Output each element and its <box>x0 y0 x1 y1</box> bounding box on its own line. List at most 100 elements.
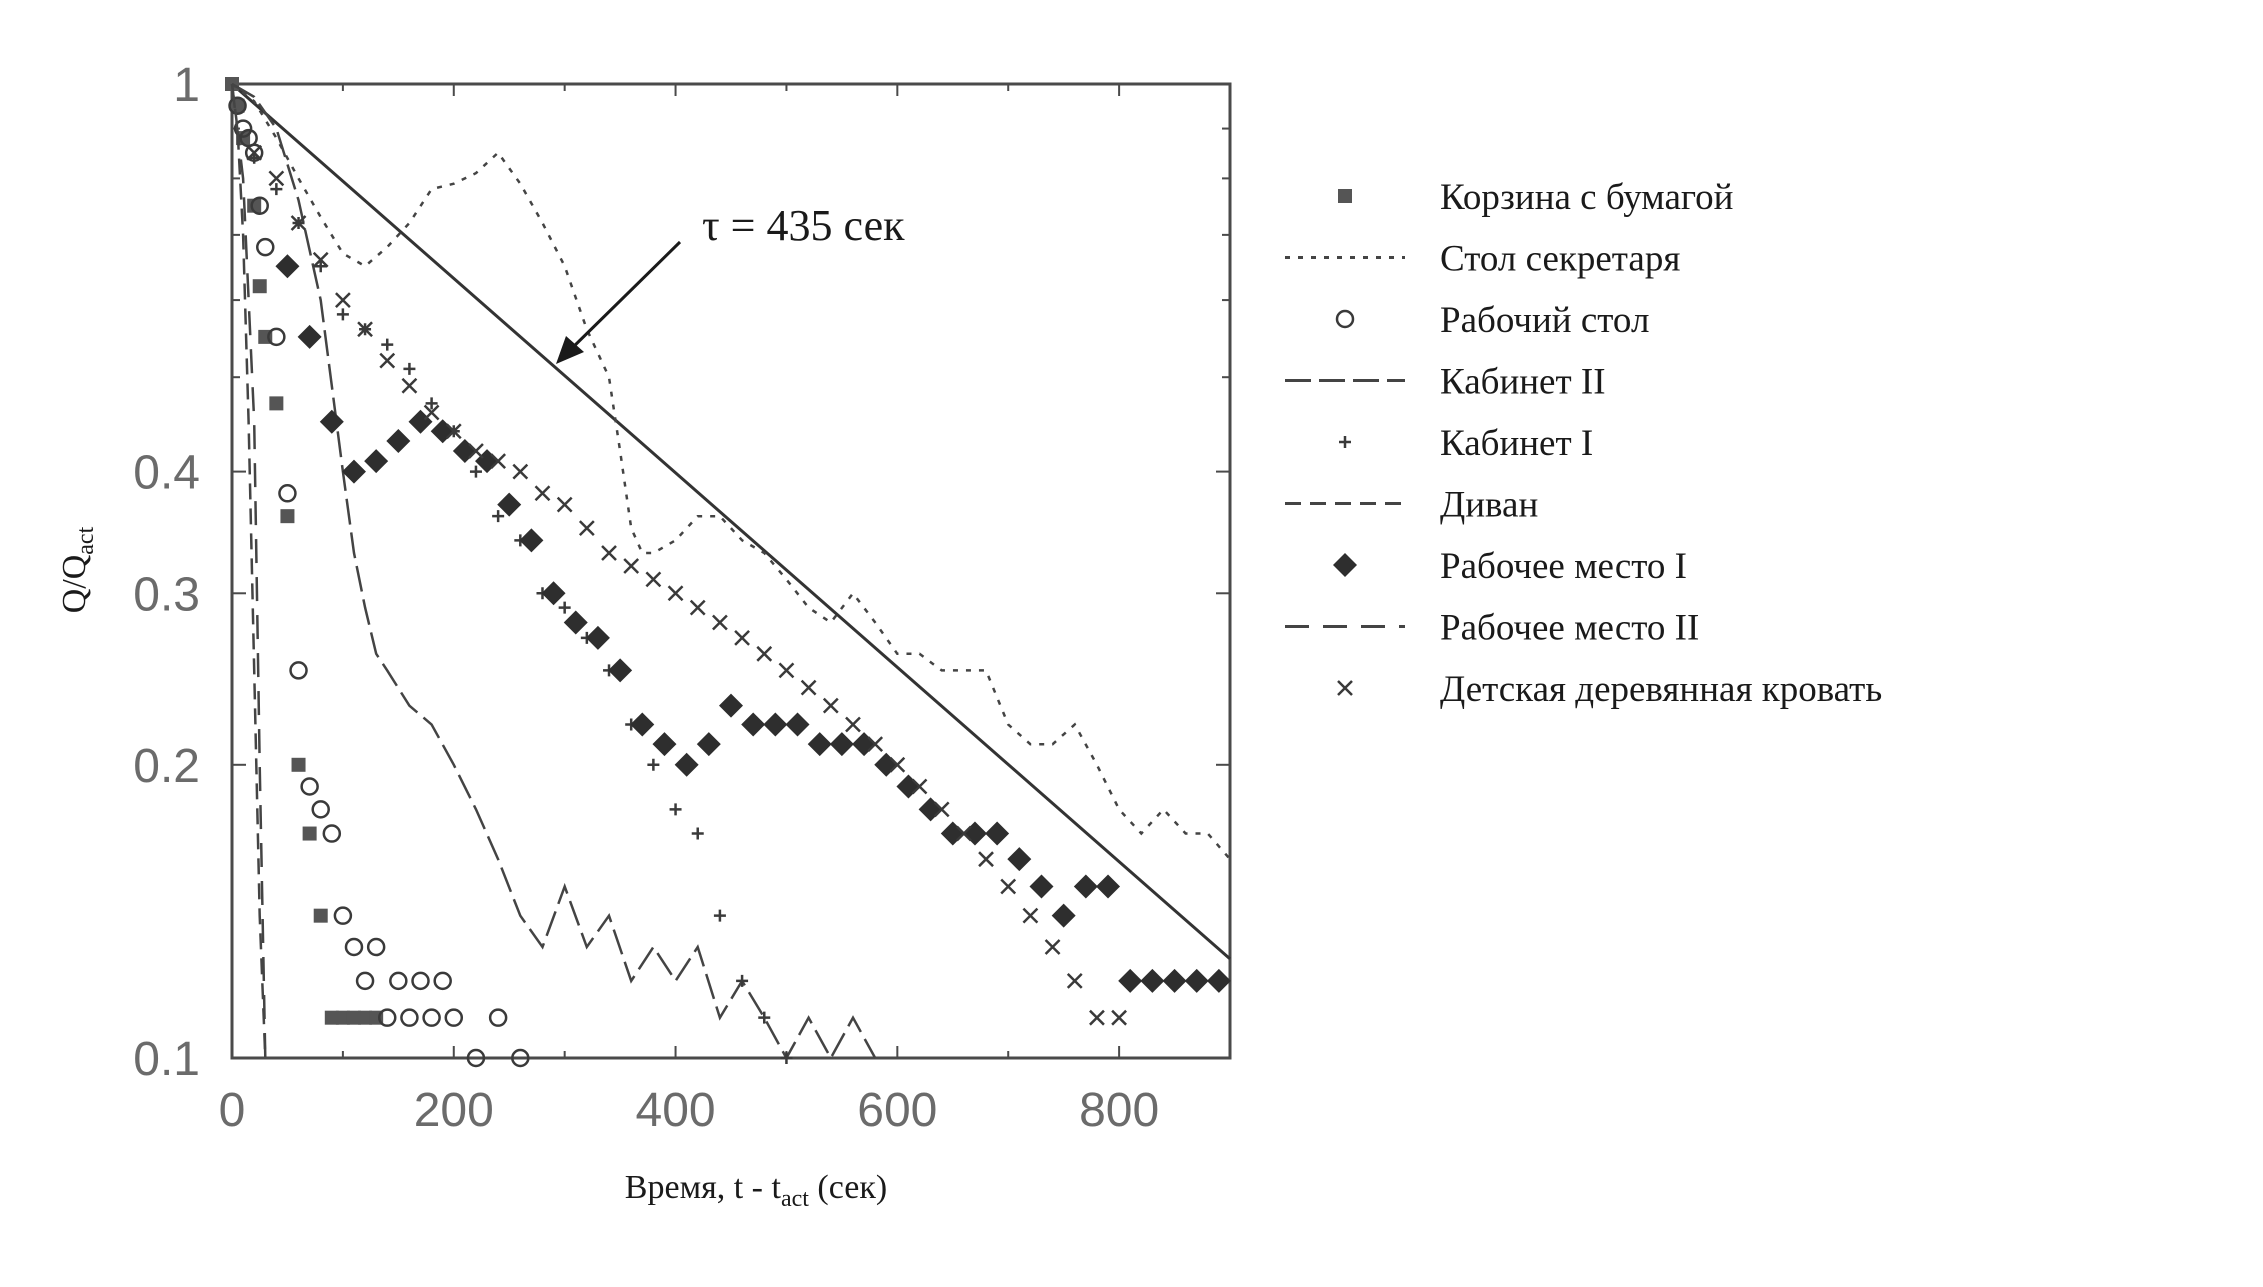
data-point <box>585 625 610 650</box>
annotation-arrow <box>564 240 682 356</box>
data-point <box>411 971 430 991</box>
legend-item: Диван <box>1285 485 1538 526</box>
data-point <box>278 484 297 503</box>
x-axis-title-sub: act <box>781 1186 809 1212</box>
data-point <box>1206 968 1231 993</box>
x-tick-label: 800 <box>1079 1084 1159 1137</box>
data-point <box>250 196 269 215</box>
y-axis-title-main: Q/Q <box>56 555 93 614</box>
data-point <box>336 308 349 321</box>
data-point <box>269 396 284 411</box>
data-point <box>1096 874 1121 899</box>
data-point <box>379 352 396 369</box>
data-point <box>322 824 342 843</box>
data-point <box>422 1008 441 1027</box>
data-point <box>312 251 329 268</box>
data-point <box>696 732 721 757</box>
data-point <box>1029 874 1054 899</box>
data-point <box>364 449 389 474</box>
data-point <box>780 1052 793 1064</box>
legend-item: Кабинет I <box>1339 423 1593 464</box>
series-line <box>230 83 267 1059</box>
data-point <box>335 1010 350 1025</box>
data-point <box>289 661 308 680</box>
data-point <box>763 712 788 737</box>
series-рабочий-стол <box>228 96 530 1068</box>
data-point <box>425 397 438 410</box>
data-point <box>297 324 322 349</box>
x-axis-title: Время, t - tact (сек) <box>625 1169 887 1212</box>
data-point <box>366 937 386 957</box>
data-point <box>889 756 906 773</box>
data-point <box>247 198 262 213</box>
data-point <box>468 443 484 459</box>
legend-label: Рабочий стол <box>1440 300 1649 341</box>
axis-ticks: 0 200 400 600 800 0.1 0.2 0.3 0.4 1 <box>133 59 1230 1137</box>
data-point <box>290 215 307 231</box>
data-point <box>452 438 477 463</box>
x-tick-label: 400 <box>636 1084 716 1137</box>
y-axis-title-sub: act <box>73 526 99 554</box>
legend-marker <box>1333 553 1357 577</box>
data-point <box>270 183 283 196</box>
y-axis-title: Q/Qact <box>56 526 99 613</box>
data-point <box>1111 1009 1127 1026</box>
legend-item: Рабочее место I <box>1333 546 1687 587</box>
data-point <box>1051 903 1076 928</box>
legend-item: Кабинет II <box>1285 362 1606 403</box>
data-point <box>492 510 505 523</box>
data-point <box>444 1008 464 1027</box>
data-point <box>314 260 327 273</box>
data-point <box>311 800 330 819</box>
data-point <box>652 732 677 757</box>
x-axis-title-main: Время, t - t <box>625 1169 782 1206</box>
data-point <box>335 292 351 308</box>
y-tick-label: 0.3 <box>133 568 200 621</box>
data-point <box>669 803 682 816</box>
data-point <box>488 1008 508 1027</box>
annotation-text: τ = 435 сек <box>702 201 905 250</box>
data-point <box>324 1010 339 1025</box>
data-point <box>719 693 743 718</box>
data-point <box>1022 907 1039 924</box>
data-point <box>741 712 766 737</box>
data-point <box>381 338 394 351</box>
data-point <box>333 906 353 925</box>
x-tick-label: 200 <box>414 1084 494 1137</box>
data-point <box>386 429 411 454</box>
data-point <box>246 144 263 161</box>
legend-item: Корзина с бумагой <box>1338 177 1733 218</box>
data-point <box>280 509 295 524</box>
y-tick-label: 0.2 <box>133 740 200 793</box>
data-point <box>519 528 544 553</box>
data-point <box>558 601 571 614</box>
data-point <box>556 496 573 513</box>
series-рабочее-место-i <box>275 254 1231 993</box>
data-point <box>302 826 317 841</box>
series-диван <box>230 83 267 1059</box>
data-point <box>358 1010 373 1025</box>
legend-item: Стол секретаря <box>1285 239 1680 280</box>
data-point <box>647 758 660 771</box>
data-point <box>267 327 286 347</box>
data-point <box>630 712 655 737</box>
legend-marker <box>1338 189 1352 203</box>
data-point <box>497 492 522 517</box>
legend: Корзина с бумагой Стол секретаря Рабочий с… <box>1285 177 1882 710</box>
data-point <box>845 716 861 733</box>
series-кабинет-i <box>248 151 793 1064</box>
annotation-arrowhead <box>556 336 584 364</box>
data-point <box>1000 878 1017 895</box>
data-point <box>400 1008 419 1027</box>
data-point <box>512 463 529 480</box>
data-point <box>955 825 972 842</box>
data-point <box>357 321 373 338</box>
data-point <box>541 581 566 606</box>
data-point <box>933 801 950 818</box>
data-point <box>403 362 416 375</box>
y-tick-label: 0.4 <box>133 447 200 500</box>
data-point <box>377 1008 397 1027</box>
data-point <box>300 777 319 796</box>
data-point <box>1007 847 1032 872</box>
